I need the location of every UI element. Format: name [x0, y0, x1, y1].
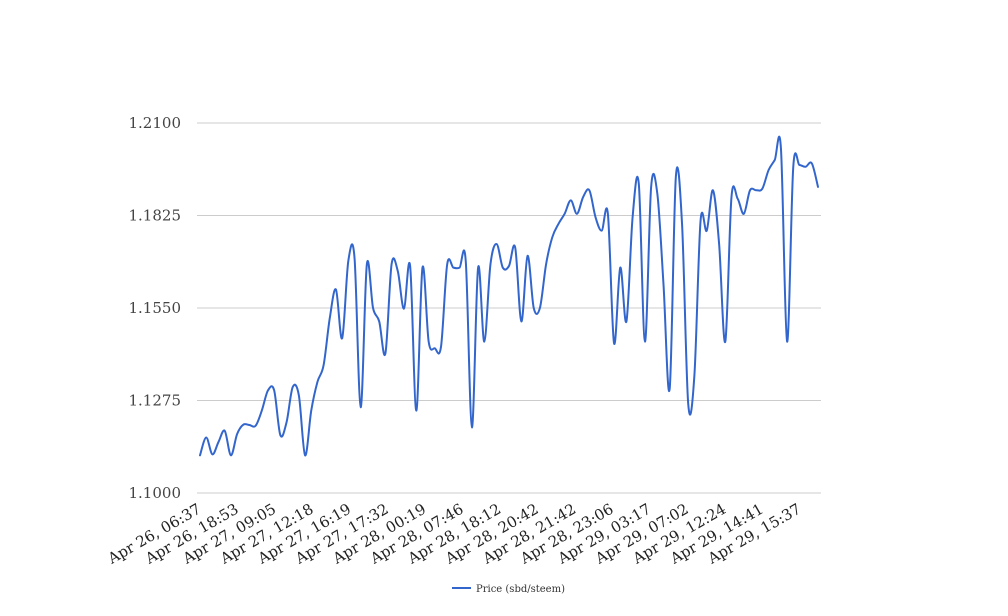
legend[interactable]: Price (sbd/steem) — [452, 584, 565, 595]
y-tick-label: 1.1000 — [129, 484, 182, 502]
y-axis-ticks: 1.1000 1.1275 1.1550 1.1825 1.2100 — [129, 114, 182, 502]
legend-item[interactable]: Price (sbd/steem) — [452, 584, 565, 595]
series-line-price — [199, 136, 819, 457]
series-lines — [199, 136, 819, 457]
y-tick-label: 1.1275 — [129, 392, 182, 410]
y-tick-label: 1.1825 — [129, 207, 182, 225]
y-tick-label: 1.2100 — [129, 114, 182, 132]
y-tick-label: 1.1550 — [129, 299, 182, 317]
legend-label: Price (sbd/steem) — [476, 584, 565, 595]
